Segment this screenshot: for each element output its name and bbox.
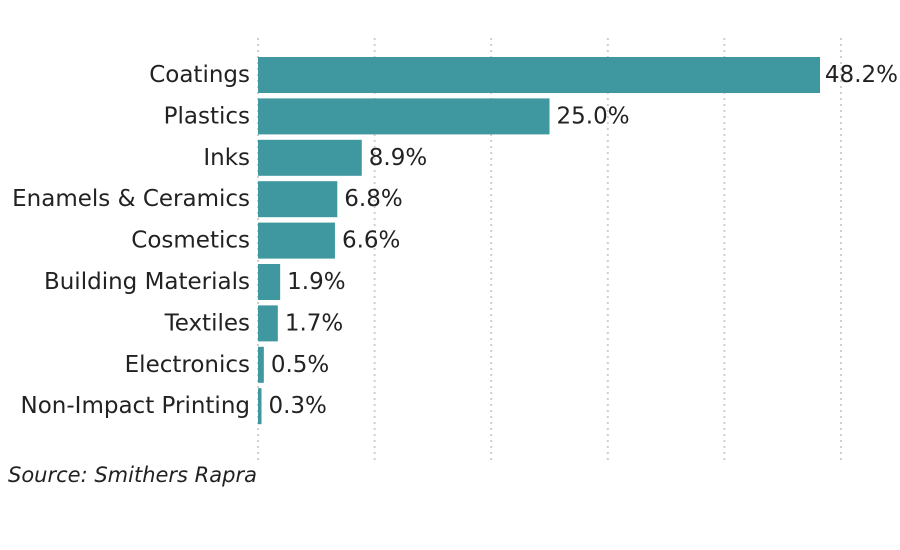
source-note: Source: Smithers Rapra — [8, 463, 257, 487]
bar-7 — [258, 346, 264, 383]
bar-0 — [258, 57, 821, 93]
value-label-6: 1.7% — [285, 310, 343, 336]
value-label-1: 25.0% — [557, 103, 630, 129]
value-label-4: 6.6% — [342, 228, 400, 254]
value-label-5: 1.9% — [287, 269, 345, 295]
value-label-7: 0.5% — [271, 352, 329, 378]
bar-6 — [258, 305, 278, 342]
category-label-4: Cosmetics — [131, 228, 250, 254]
value-label-8: 0.3% — [268, 393, 326, 419]
category-label-5: Building Materials — [44, 269, 250, 295]
bar-5 — [258, 264, 281, 300]
value-label-2: 8.9% — [369, 145, 427, 171]
category-labels: Coatings Plastics Inks Enamels & Ceramics Co… — [12, 62, 250, 419]
value-label-0: 48.2% — [825, 62, 898, 88]
category-label-7: Electronics — [125, 352, 250, 378]
category-label-2: Inks — [203, 145, 250, 171]
bar-4 — [258, 222, 335, 259]
category-label-0: Coatings — [149, 62, 250, 88]
bar-1 — [258, 98, 550, 135]
category-label-1: Plastics — [164, 103, 250, 129]
bar-8 — [258, 388, 262, 425]
value-label-3: 6.8% — [344, 186, 402, 212]
bars — [258, 57, 821, 425]
bar-2 — [258, 139, 362, 176]
category-label-3: Enamels & Ceramics — [12, 186, 250, 212]
bar-3 — [258, 181, 338, 218]
category-label-8: Non-Impact Printing — [21, 393, 250, 419]
value-labels: 48.2% 25.0% 8.9% 6.8% 6.6% 1.9% 1.7% 0.5% 0.3% — [268, 62, 898, 419]
category-label-6: Textiles — [164, 310, 250, 336]
